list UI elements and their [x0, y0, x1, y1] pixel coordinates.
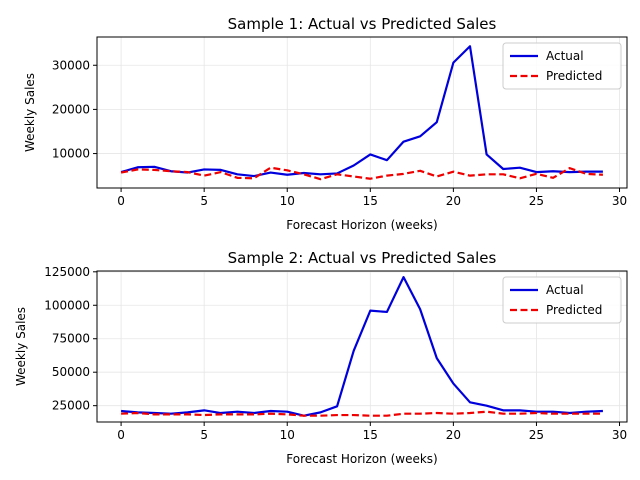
y-axis-label: Weekly Sales: [23, 73, 37, 152]
chart-title: Sample 1: Actual vs Predicted Sales: [228, 15, 497, 33]
legend-label-actual: Actual: [546, 283, 584, 297]
x-tick-label: 25: [529, 428, 544, 442]
x-tick-label: 5: [200, 194, 208, 208]
x-tick-label: 15: [363, 194, 378, 208]
y-axis-label: Weekly Sales: [14, 307, 28, 386]
x-tick-label: 5: [200, 428, 208, 442]
legend-box: [502, 42, 622, 90]
chart-sample-1: 0 5 10 15 20 25 30 10000 20000 30000 Sample 1: Act…: [23, 15, 628, 232]
x-tick-label: 30: [612, 194, 627, 208]
x-tick-label: 30: [612, 428, 627, 442]
x-tick-label: 0: [117, 428, 125, 442]
y-tick-label: 50000: [52, 365, 90, 379]
y-tick-label: 20000: [52, 102, 90, 116]
x-tick-label: 15: [363, 428, 378, 442]
y-tick-label: 10000: [52, 147, 90, 161]
legend: Actual Predicted: [502, 276, 622, 324]
chart-sample-2: 0 5 10 15 20 25 30 25000 50000 75000 100000 125000 S…: [14, 249, 628, 466]
legend-label-predicted: Predicted: [546, 69, 602, 83]
x-axis-label: Forecast Horizon (weeks): [286, 452, 437, 466]
legend-label-predicted: Predicted: [546, 303, 602, 317]
series-line-predicted: [121, 410, 603, 417]
legend-box: [502, 276, 622, 324]
x-tick-label: 10: [280, 194, 295, 208]
series-line-actual: [120, 45, 603, 178]
x-axis-label: Forecast Horizon (weeks): [286, 218, 437, 232]
x-tick-label: 20: [446, 194, 461, 208]
legend: Actual Predicted: [502, 42, 622, 90]
series-line-predicted: [120, 166, 603, 181]
plot-frame: [96, 36, 628, 189]
series-line-actual: [121, 276, 603, 417]
legend-label-actual: Actual: [546, 49, 584, 63]
x-tick-label: 25: [529, 194, 544, 208]
x-tick-label: 20: [446, 428, 461, 442]
y-tick-label: 125000: [44, 265, 90, 279]
y-tick-label: 30000: [52, 58, 90, 72]
y-tick-label: 25000: [52, 399, 90, 413]
x-tick-label: 10: [280, 428, 295, 442]
chart-title: Sample 2: Actual vs Predicted Sales: [228, 249, 497, 267]
y-tick-label: 75000: [52, 332, 90, 346]
y-tick-label: 100000: [44, 298, 90, 312]
x-tick-label: 0: [117, 194, 125, 208]
plot-frame: [96, 270, 628, 423]
